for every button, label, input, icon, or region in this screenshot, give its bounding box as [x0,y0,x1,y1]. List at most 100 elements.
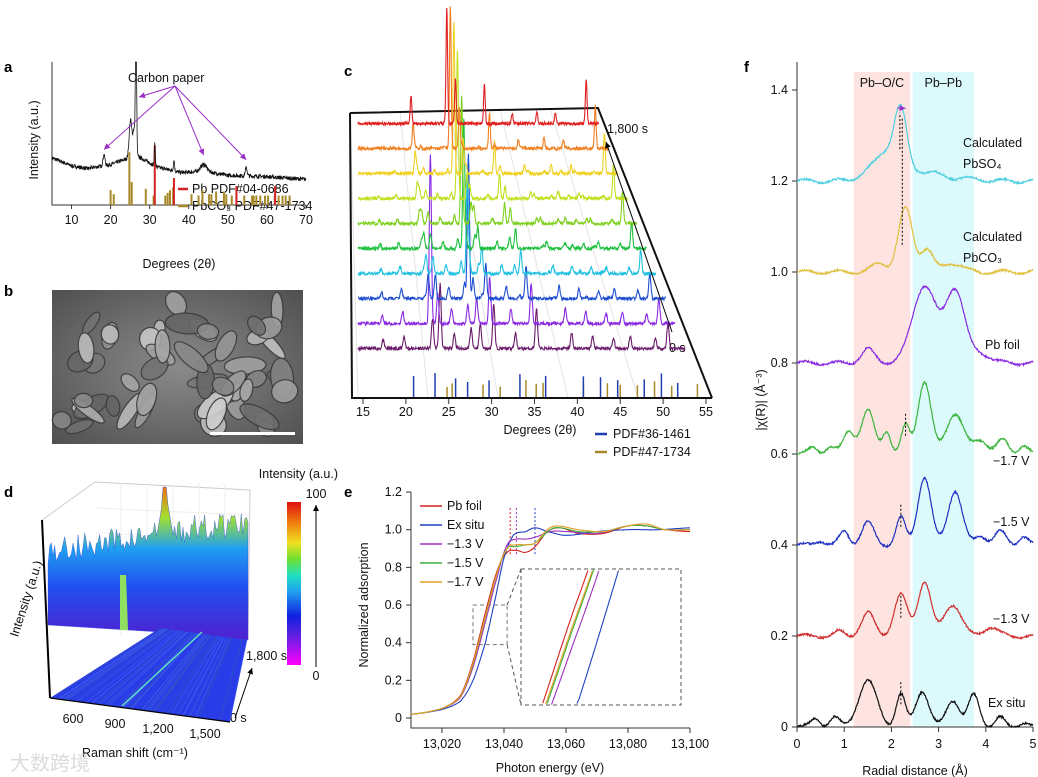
waterfall-trace [357,7,600,128]
panel-label-d: d [4,484,13,501]
c-frame-front [349,112,712,399]
sem-particle [239,378,254,402]
a-xtick-label: 60 [260,213,274,227]
floor-peak-streak [121,631,203,707]
series-label: Ex situ [988,696,1026,710]
panel-b-sem-image [51,290,303,444]
a-xtick-label: 50 [221,213,235,227]
time-end-label: 1,800 s [607,122,648,136]
floor-streak [62,628,167,700]
f-xtick-label: 5 [1030,737,1037,751]
c-grid-line [499,108,569,399]
sem-particle [120,373,140,392]
scale-bar [210,432,295,435]
sem-particle [51,411,72,430]
f-xtick-label: 3 [935,737,942,751]
e-ytick-label: 1.2 [385,485,402,499]
exafs-series-line [797,284,1034,368]
c-xtick-label: 15 [356,405,370,419]
band-region [853,72,911,727]
sem-particle [173,341,209,374]
time-start-label: 0 s [669,341,686,355]
exafs-series-line [797,476,1034,549]
colorbar-min: 0 [313,669,320,683]
watermark: 大数跨境 [10,752,90,775]
d-x-axis [49,697,231,723]
carbon-paper-arrow [103,85,176,150]
c-frame-back [349,106,713,399]
waterfall-trace [357,118,647,252]
carbon-paper-annotation: Carbon paper [128,71,204,85]
floor-streak [95,630,183,705]
sem-particle [65,418,94,435]
c-grid-line [349,111,359,399]
colorbar [287,502,301,665]
panel-c-insitu-xrd: Degrees (2θ) 1,800 s 0 s PDF#36-1461 PDF… [349,6,713,459]
f-ytick-label: 0 [781,720,788,734]
series-label: Pb foil [985,338,1020,352]
floor-streak [195,637,231,718]
floor-streak [57,628,164,700]
floor-streak [171,635,220,715]
panel-d-xlabel: Raman shift (cm⁻¹) [82,746,188,760]
panel-label-f: f [744,59,750,76]
floor-streak [154,634,211,713]
sem-particle [205,397,228,431]
waterfall-trace [357,6,609,153]
floor-streak [177,636,223,716]
waterfall-trace [357,50,628,202]
sem-particle [73,392,94,409]
floor-streak [85,630,178,704]
waterfall-trace [357,282,686,353]
e-ytick-label: 0 [395,711,402,725]
d-xtick: 600 [63,712,84,726]
xrd-pattern-line [51,61,307,182]
floor-streak [147,634,208,712]
carbon-paper-arrow [174,85,205,156]
floor-streak [76,629,173,702]
floor-streak [198,637,233,718]
sem-particle [271,379,299,404]
floor-streak [96,630,183,705]
series-label: −1.7 V [993,454,1030,468]
floor-streak [67,628,169,701]
inset-series-line [546,569,595,704]
carbon-paper-arrow [138,85,176,99]
a-xtick-label: 40 [182,213,196,227]
panel-c-xlabel: Degrees (2θ) [504,423,577,437]
floor-streak [168,635,218,714]
panel-f-ylabel: |χ(R)| (Å⁻³) [753,369,768,430]
floor-streak [104,631,187,706]
sem-particle [105,395,121,417]
panel-label-c: c [344,63,352,80]
floor-streak [141,633,205,711]
e-ytick-label: 0.4 [385,636,402,650]
panel-d-raman-surface: Intensity (a.u.) Raman shift (cm⁻¹) Inte… [7,467,338,775]
c-xtick-label: 35 [528,405,542,419]
legend-label: −1.7 V [447,575,484,589]
c-xtick-label: 45 [613,405,627,419]
panel-a-axes [51,62,306,206]
waterfall-trace [357,153,667,303]
a-xtick-label: 20 [104,213,118,227]
c-xtick-label: 50 [656,405,670,419]
a-xtick-label: 70 [299,213,313,227]
e-xtick-label: 13,080 [609,737,647,751]
inset-connector [506,568,522,606]
panel-f-xlabel: Radial distance (Å) [862,763,968,777]
floor-streak [152,634,211,712]
d-time-arrow [234,667,253,719]
e-ytick-label: 1.0 [385,523,402,537]
waterfall-trace [357,95,638,228]
legend-36-1461-label: PDF#36-1461 [613,427,691,441]
f-xtick-label: 0 [794,737,801,751]
f-ytick-label: 1.4 [771,83,788,97]
inset-connector [506,644,522,706]
panel-label-b: b [4,283,13,300]
legend-47-1734-label: PDF#47-1734 [613,445,691,459]
floor-streak [105,631,188,706]
floor-streak [218,639,242,721]
series-label: PbSO₄ [963,157,1001,171]
d-xtick: 1,200 [142,722,173,736]
